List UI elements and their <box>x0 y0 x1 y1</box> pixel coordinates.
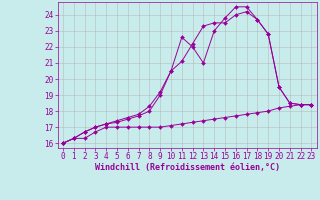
X-axis label: Windchill (Refroidissement éolien,°C): Windchill (Refroidissement éolien,°C) <box>95 163 280 172</box>
